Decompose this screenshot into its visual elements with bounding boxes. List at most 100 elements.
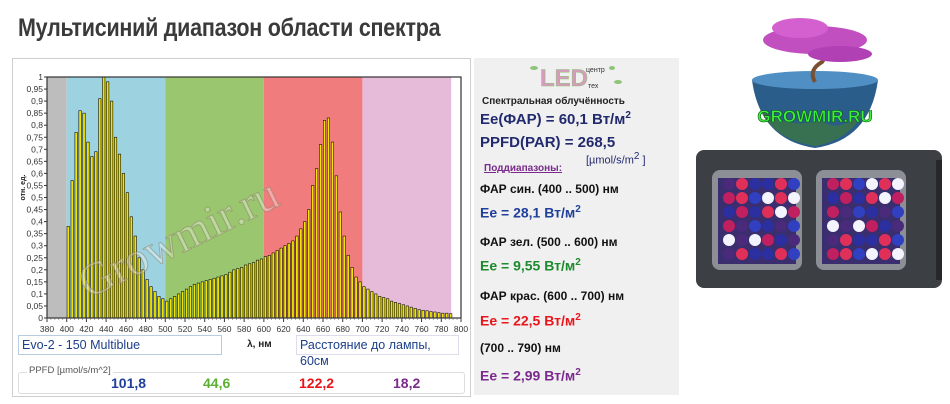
ppfd-unit: [µmol/s/m2 ] bbox=[586, 151, 646, 167]
led-diode bbox=[866, 178, 878, 190]
y-tick-label: 0,1 bbox=[31, 289, 43, 299]
led-diode bbox=[736, 206, 748, 218]
ppfd-far-red-value: 18,2 bbox=[393, 375, 421, 391]
spectrum-bar bbox=[228, 271, 232, 319]
spectrum-bar bbox=[200, 281, 204, 319]
led-diode bbox=[866, 248, 878, 260]
led-diode bbox=[879, 192, 891, 204]
led-diode bbox=[736, 220, 748, 232]
spectrum-bar bbox=[370, 291, 374, 319]
red-range-label: ФАР крас. (600 .. 700) нм bbox=[480, 289, 625, 303]
spectrum-bar bbox=[153, 291, 157, 319]
led-diode bbox=[788, 192, 800, 204]
led-diode bbox=[749, 220, 761, 232]
spectrum-bar bbox=[366, 288, 370, 319]
spectrum-bar bbox=[433, 311, 437, 319]
y-tick-label: 0,55 bbox=[26, 180, 43, 190]
led-diode bbox=[827, 192, 839, 204]
spectrum-bar bbox=[204, 280, 208, 319]
x-tick-label: 660 bbox=[316, 324, 330, 334]
irradiance-panel: LED центр тех Спектральная облучённость … bbox=[474, 58, 679, 395]
spectrum-bar bbox=[382, 297, 386, 319]
led-diode bbox=[892, 206, 904, 218]
spectrum-bar bbox=[393, 302, 398, 319]
spectrum-bar bbox=[299, 228, 303, 319]
spectrum-bar bbox=[374, 293, 378, 319]
spectrum-bar bbox=[449, 313, 453, 319]
led-diode bbox=[879, 206, 891, 218]
spectrum-chart-panel: 0 0,05 0,1 0,15 0,2 0,25 0,3 0,35 0,4 0,45 0,5 0,55… bbox=[12, 58, 471, 397]
bonsai-globe-logo: GROWMIR.RU bbox=[752, 18, 878, 148]
led-diode bbox=[775, 220, 787, 232]
spectrum-bar bbox=[248, 263, 252, 319]
far-red-range-label: (700 .. 790) нм bbox=[480, 341, 561, 355]
spectrum-bar bbox=[185, 288, 189, 319]
led-diode bbox=[723, 248, 735, 260]
y-tick-label: 0,45 bbox=[26, 205, 43, 215]
spectrum-bar bbox=[425, 310, 429, 319]
spectrum-bar bbox=[413, 308, 417, 319]
spectrum-bar bbox=[350, 267, 354, 319]
green-range-label: ФАР зел. (500 .. 600) нм bbox=[480, 235, 618, 249]
spectrum-bar bbox=[386, 298, 390, 319]
x-tick-label: 700 bbox=[355, 324, 369, 334]
spectrum-bar bbox=[240, 267, 244, 319]
spectrum-bar bbox=[252, 262, 256, 319]
led-diode bbox=[749, 206, 761, 218]
x-tick-label: 620 bbox=[276, 324, 290, 334]
ee-par-value: Ee(ФАР) = 60,1 Вт/м2 bbox=[480, 110, 631, 128]
y-tick-label: 1 bbox=[38, 72, 43, 82]
spectrum-bar bbox=[169, 298, 173, 319]
led-diode bbox=[879, 248, 891, 260]
led-diode bbox=[788, 220, 800, 232]
x-tick-label: 680 bbox=[336, 324, 350, 334]
led-diode bbox=[840, 178, 852, 190]
y-tick-label: 0,8 bbox=[31, 120, 43, 130]
ppfd-green-value: 44,6 bbox=[203, 375, 231, 391]
y-tick-label: 0,9 bbox=[31, 96, 43, 106]
y-tick-label: 0,85 bbox=[26, 108, 43, 118]
spectrum-bar bbox=[401, 304, 405, 319]
led-diode bbox=[723, 206, 735, 218]
led-centr-logo: LED центр тех bbox=[530, 65, 622, 92]
spectrum-bar bbox=[271, 252, 275, 319]
led-diode bbox=[788, 178, 800, 190]
x-tick-label: 640 bbox=[296, 324, 310, 334]
spectrum-bar bbox=[196, 282, 200, 319]
spectrum-bar bbox=[437, 312, 441, 319]
x-tick-label: 400 bbox=[60, 324, 74, 334]
y-tick-label: 0,2 bbox=[31, 265, 43, 275]
x-tick-label: 460 bbox=[119, 324, 133, 334]
page-title: Мультисиний диапазон области спектра bbox=[18, 14, 441, 42]
led-diode bbox=[853, 234, 865, 246]
led-diode bbox=[775, 234, 787, 246]
spectrum-bar bbox=[441, 312, 445, 319]
y-tick-label: 0,5 bbox=[31, 193, 43, 203]
spectrum-bar bbox=[70, 180, 74, 319]
y-tick-label: 0,75 bbox=[26, 132, 43, 142]
led-diode bbox=[853, 248, 865, 260]
x-tick-label: 540 bbox=[198, 324, 212, 334]
spectrum-bar bbox=[342, 235, 346, 319]
spectrum-bar bbox=[397, 303, 401, 319]
spectrum-bar bbox=[283, 245, 287, 319]
led-diode bbox=[866, 220, 878, 232]
green-ee-value: Ee = 9,55 Вт/м2 bbox=[480, 257, 581, 274]
spectrum-bar bbox=[279, 247, 283, 319]
x-tick-label: 500 bbox=[158, 324, 172, 334]
svg-text:LED: LED bbox=[540, 65, 588, 92]
led-diode bbox=[892, 248, 904, 260]
spectrum-bar bbox=[236, 268, 240, 319]
spectrum-bar bbox=[311, 185, 315, 319]
spectrum-bar bbox=[405, 305, 409, 319]
y-tick-label: 0,25 bbox=[26, 253, 43, 263]
led-diode bbox=[762, 178, 774, 190]
led-diode bbox=[749, 192, 761, 204]
led-diode bbox=[892, 220, 904, 232]
y-tick-label: 0,6 bbox=[31, 168, 43, 178]
spectrum-bar bbox=[303, 221, 307, 319]
led-diode bbox=[736, 234, 748, 246]
led-diode bbox=[853, 192, 865, 204]
x-tick-label: 440 bbox=[99, 324, 113, 334]
spectrum-bar bbox=[362, 286, 366, 319]
